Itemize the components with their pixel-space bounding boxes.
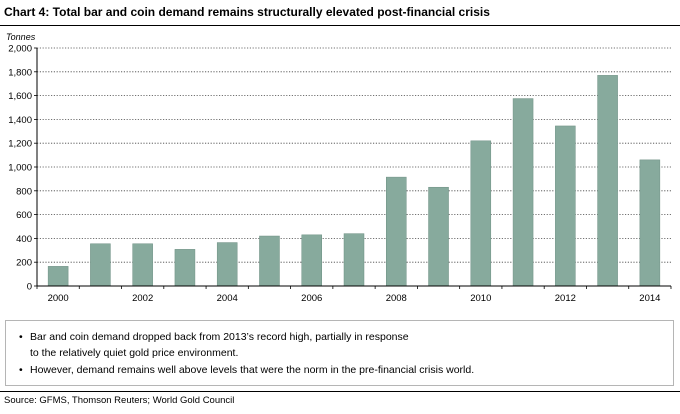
y-tick-label: 800 [16,186,32,197]
bottom-divider [0,391,680,392]
x-tick-label: 2010 [470,293,491,304]
bullet-icon: • [19,331,23,343]
note-item: • However, demand remains well above lev… [19,362,663,378]
x-tick-label: 2012 [555,293,576,304]
bar [555,125,576,287]
y-tick-label: 200 [16,258,32,269]
y-tick-label: 1,600 [8,91,32,102]
bar [301,234,322,287]
x-tick-label: 2014 [639,293,660,304]
gridlines [37,47,671,263]
bar [343,233,365,287]
y-tick-label: 1,800 [8,67,32,78]
y-tick-label: 400 [16,234,32,245]
source-note: Source: GFMS, Thomson Reuters; World Gol… [4,395,235,406]
x-tick-label: 2002 [132,293,153,304]
bar [639,159,661,287]
bar [470,140,492,287]
y-tick-label: 1,400 [8,115,32,126]
bar [428,186,449,287]
note-text: However, demand remains well above level… [30,364,475,376]
title-divider [0,25,680,26]
axes: 0 200 400 600 800 1,000 1,200 1,400 1,600 1,800 2,… [8,44,672,304]
note-item: • Bar and coin demand dropped back from … [19,329,663,361]
y-tick-label: 0 [27,282,32,293]
bullet-icon: • [19,364,23,376]
bar [47,266,69,287]
bar [174,249,196,287]
bar [597,75,618,287]
bar [132,243,153,287]
bar [259,235,280,287]
bars [47,75,661,287]
y-tick-label: 2,000 [8,44,32,55]
bar [386,176,407,287]
bar-chart: 0 200 400 600 800 1,000 1,200 1,400 1,600 1,800 2,… [8,44,672,304]
notes-box: • Bar and coin demand dropped back from … [5,320,674,386]
chart-title: Chart 4: Total bar and coin demand remai… [4,5,490,19]
bar [90,243,111,287]
bar [512,98,534,287]
x-tick-label: 2008 [386,293,407,304]
y-tick-label: 600 [16,210,32,221]
bar [216,242,238,287]
note-text: Bar and coin demand dropped back from 20… [30,331,409,359]
x-tick-label: 2000 [48,293,69,304]
x-tick-label: 2004 [217,293,238,304]
y-tick-label: 1,000 [8,163,32,174]
y-axis-unit-label: Tonnes [6,32,36,42]
x-tick-label: 2006 [301,293,322,304]
y-tick-label: 1,200 [8,139,32,150]
